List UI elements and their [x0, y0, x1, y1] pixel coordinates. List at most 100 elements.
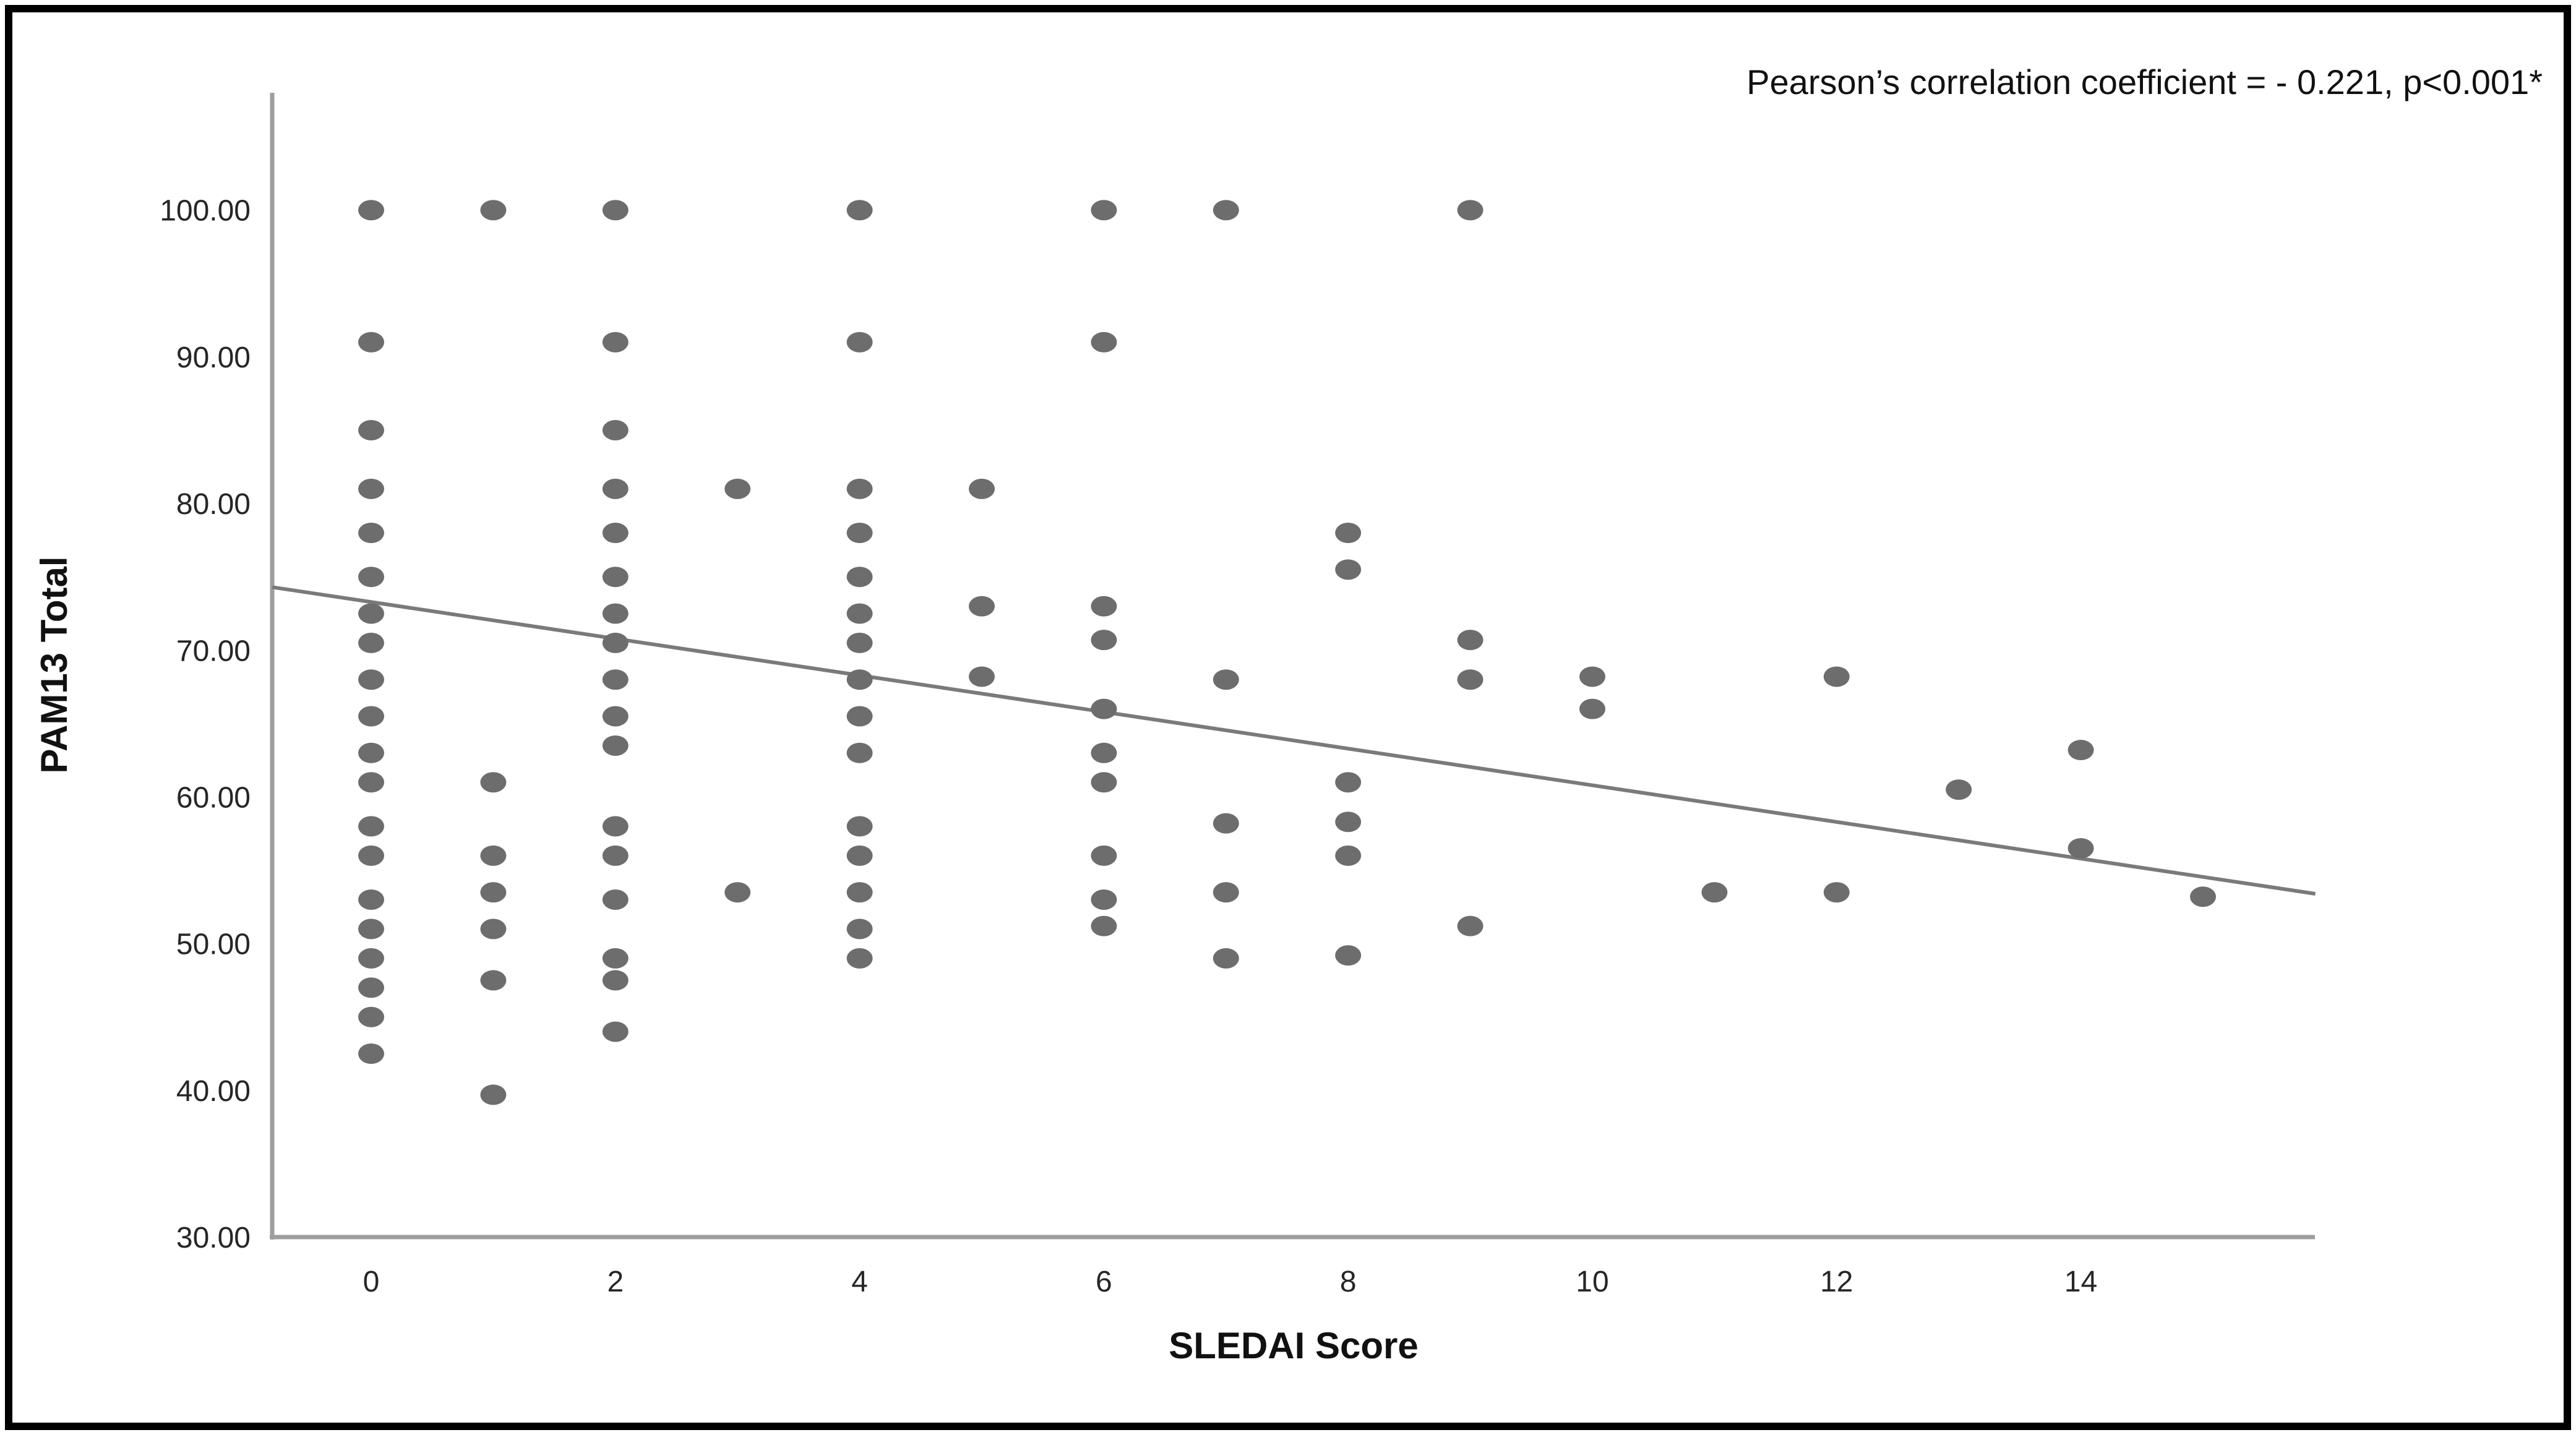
- scatter-point: [602, 478, 629, 499]
- scatter-point: [1213, 669, 1239, 690]
- scatter-point: [602, 332, 629, 353]
- scatter-point: [1335, 523, 1362, 544]
- scatter-point: [1335, 845, 1362, 866]
- scatter-point: [358, 742, 384, 763]
- figure-border: [5, 5, 2571, 1430]
- scatter-point: [602, 200, 629, 221]
- x-tick-label: 8: [1340, 1266, 1357, 1298]
- y-tick-label: 60.00: [176, 781, 251, 814]
- scatter-point: [358, 889, 384, 910]
- scatter-point: [602, 1021, 629, 1042]
- scatter-point: [480, 200, 507, 221]
- scatter-point: [602, 735, 629, 756]
- scatter-point: [602, 816, 629, 837]
- scatter-point: [1091, 889, 1117, 910]
- scatter-point: [846, 706, 873, 727]
- scatter-point: [1213, 200, 1239, 221]
- tick-labels-layer: 30.00 40.00 50.00 60.00 70.00 80.00 90.00 100.0…: [160, 195, 2097, 1298]
- scatter-points-layer: [358, 200, 2216, 1105]
- scatter-point: [846, 882, 873, 903]
- scatter-point: [1091, 742, 1117, 763]
- scatter-point: [1091, 200, 1117, 221]
- scatter-point: [1457, 915, 1483, 936]
- scatter-point: [602, 523, 629, 544]
- scatter-point: [1091, 772, 1117, 793]
- scatter-point: [358, 948, 384, 969]
- scatter-point: [358, 919, 384, 940]
- scatter-point: [846, 603, 873, 624]
- scatter-point: [1091, 845, 1117, 866]
- x-tick-label: 10: [1576, 1266, 1608, 1298]
- x-tick-label: 2: [607, 1266, 624, 1298]
- scatter-point: [602, 970, 629, 991]
- scatter-point: [358, 977, 384, 998]
- scatter-point: [846, 478, 873, 499]
- scatter-point: [602, 948, 629, 969]
- scatter-point: [358, 706, 384, 727]
- scatter-point: [1823, 666, 1850, 687]
- scatter-point: [358, 1006, 384, 1027]
- x-axis-title: SLEDAI Score: [1169, 1325, 1418, 1366]
- scatter-point: [480, 882, 507, 903]
- scatter-point: [480, 970, 507, 991]
- axes-layer: [270, 93, 2315, 1240]
- scatter-point: [480, 1084, 507, 1105]
- scatter-point: [1579, 698, 1605, 719]
- scatter-point: [358, 332, 384, 353]
- scatter-point: [358, 567, 384, 588]
- scatter-point: [358, 772, 384, 793]
- x-tick-label: 6: [1096, 1266, 1112, 1298]
- scatter-point: [358, 669, 384, 690]
- y-tick-label: 80.00: [176, 488, 251, 521]
- scatter-point: [602, 567, 629, 588]
- scatter-point: [358, 478, 384, 499]
- scatter-point: [846, 200, 873, 221]
- x-tick-label: 4: [851, 1266, 868, 1298]
- scatter-point: [2067, 740, 2094, 761]
- scatter-point: [2190, 886, 2216, 907]
- scatter-point: [1213, 813, 1239, 834]
- scatter-point: [846, 919, 873, 940]
- scatter-point: [1091, 630, 1117, 651]
- scatter-point: [358, 603, 384, 624]
- y-tick-label: 30.00: [176, 1222, 251, 1254]
- scatter-point: [1457, 669, 1483, 690]
- scatter-point: [1457, 200, 1483, 221]
- y-axis-title: PAM13 Total: [33, 556, 75, 773]
- scatter-point: [480, 919, 507, 940]
- scatter-point: [602, 706, 629, 727]
- scatter-point: [846, 948, 873, 969]
- scatter-point: [1457, 630, 1483, 651]
- scatter-point: [1091, 596, 1117, 617]
- scatter-point: [1823, 882, 1850, 903]
- scatter-point: [846, 845, 873, 866]
- scatter-point: [846, 567, 873, 588]
- scatter-point: [480, 845, 507, 866]
- scatter-point: [1213, 948, 1239, 969]
- scatter-point: [358, 816, 384, 837]
- x-tick-label: 12: [1820, 1266, 1853, 1298]
- y-tick-label: 70.00: [176, 635, 251, 667]
- scatter-point: [602, 845, 629, 866]
- scatter-point: [969, 666, 995, 687]
- x-tick-label: 14: [2064, 1266, 2097, 1298]
- scatter-point: [846, 523, 873, 544]
- scatter-point: [724, 478, 751, 499]
- scatter-point: [1335, 772, 1362, 793]
- scatter-point: [846, 669, 873, 690]
- scatter-point: [358, 420, 384, 441]
- correlation-annotation: Pearson’s correlation coefficient = - 0.…: [1746, 62, 2543, 101]
- scatter-point: [602, 420, 629, 441]
- scatter-point: [358, 1043, 384, 1064]
- y-tick-label: 90.00: [176, 341, 251, 374]
- scatter-point: [1091, 332, 1117, 353]
- scatter-point: [846, 632, 873, 653]
- scatter-point: [1579, 666, 1605, 687]
- scatter-point: [1701, 882, 1728, 903]
- scatter-point: [969, 596, 995, 617]
- scatter-point: [1335, 945, 1362, 966]
- scatter-point: [602, 889, 629, 910]
- scatter-point: [2067, 837, 2094, 859]
